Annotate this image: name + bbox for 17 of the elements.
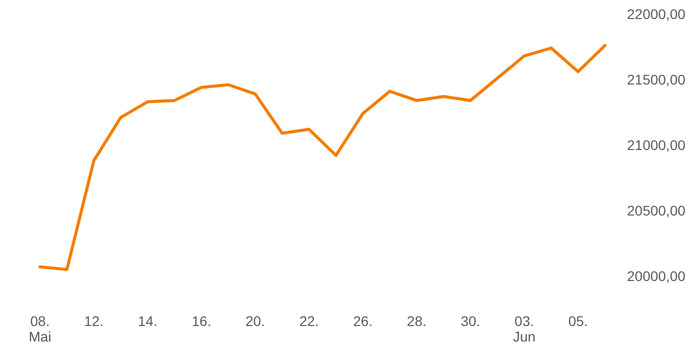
- x-tick-label: 05.: [568, 313, 588, 329]
- x-tick-label: 08. Mai: [28, 313, 52, 344]
- y-tick-label: 20000,00: [627, 268, 686, 284]
- x-tick-label: 20.: [246, 313, 265, 329]
- x-tick-label: 03. Jun: [512, 313, 536, 344]
- y-tick-label: 20500,00: [627, 202, 686, 218]
- y-tick-label: 22000,00: [627, 6, 686, 22]
- x-tick-label: 16.: [192, 313, 212, 329]
- x-tick-label: 30.: [460, 313, 480, 329]
- x-tick-label: 28.: [406, 313, 426, 329]
- line-series: [38, 44, 606, 271]
- x-tick-label: 22.: [299, 313, 319, 329]
- y-tick-label: 21500,00: [627, 71, 686, 88]
- y-tick-label: 21000,00: [627, 136, 686, 153]
- x-tick-label: 14.: [138, 313, 158, 329]
- x-tick-label: 12.: [84, 313, 104, 329]
- x-tick-label: 26.: [353, 313, 373, 329]
